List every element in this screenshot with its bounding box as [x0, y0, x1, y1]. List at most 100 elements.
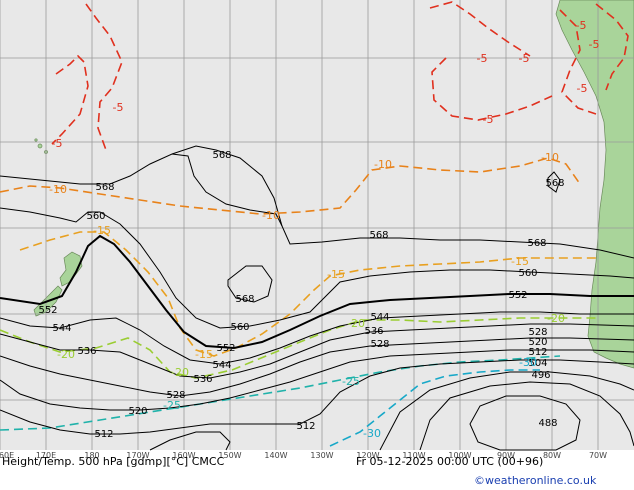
height-contour-labels: 568 568 568 568 568 568 560 560 560 552 … [38, 150, 564, 440]
temp-label: -30 [519, 356, 537, 369]
height-label: 560 [230, 322, 249, 333]
temp-label: -15 [195, 348, 213, 361]
valid-time: Fr 05-12-2025 00:00 UTC (00+96) [356, 455, 544, 468]
longitude-label: 140W [264, 451, 287, 460]
temp-label: -25 [342, 375, 360, 388]
temp-label: -10 [541, 151, 559, 164]
longitude-label: 170W [126, 451, 149, 460]
height-label: 528 [370, 339, 389, 350]
height-label: 512 [296, 421, 315, 432]
longitude-label: 170E [36, 451, 56, 460]
height-contour-536 [0, 323, 634, 379]
temperature-contours [0, 1, 629, 447]
height-label: 488 [538, 418, 557, 429]
height-label: 528 [528, 327, 547, 338]
height-label: 544 [212, 360, 231, 371]
longitude-label: 150W [218, 451, 241, 460]
temp-label: -5 [519, 52, 530, 65]
temp-contour-minus10 [0, 157, 581, 215]
temp-contour-minus20 [0, 317, 600, 379]
temp-contour-minus5 [595, 3, 629, 91]
temp-label: -5 [577, 82, 588, 95]
island-dot [34, 138, 38, 142]
height-contour-512 [0, 359, 634, 435]
height-label: 552 [38, 305, 57, 316]
island-dot [37, 143, 43, 149]
height-label: 496 [531, 370, 550, 381]
temp-label: -25 [163, 399, 181, 412]
height-label: 568 [527, 238, 546, 249]
height-label: 552 [216, 343, 235, 354]
temp-label: -10 [262, 209, 280, 222]
height-contour-496 [419, 381, 634, 451]
height-label: 568 [212, 150, 231, 161]
height-contour-488 [469, 395, 581, 451]
temp-label: -15 [327, 268, 345, 281]
temp-contour-minus5 [51, 54, 89, 145]
temperature-contour-labels: -5 -5 -5 -5 -5 -5 -5 -5 -10 -10 -10 -10 … [49, 19, 599, 440]
temp-label: -5 [589, 38, 600, 51]
temp-contour-minus5 [559, 9, 597, 115]
map-title: Height/Temp. 500 hPa [gdmp][°C] CMCC [2, 455, 225, 468]
height-label: 544 [370, 312, 389, 323]
temp-label: -10 [49, 183, 67, 196]
longitude-label: 70W [589, 451, 607, 460]
temp-label: -20 [57, 348, 75, 361]
height-label: 568 [545, 178, 564, 189]
height-label: 512 [94, 429, 113, 440]
temp-label: -20 [547, 312, 565, 325]
temp-contour-minus25 [0, 355, 561, 431]
longitude-label: 90W [497, 451, 515, 460]
height-contour-568-dome [171, 145, 283, 227]
height-contour-512-low [149, 431, 231, 451]
height-label: 528 [166, 390, 185, 401]
temp-label: -5 [483, 113, 494, 126]
credit-link[interactable]: ©weatheronline.co.uk [474, 474, 597, 487]
longitude-label: 180 [84, 451, 99, 460]
height-contour-528 [0, 337, 634, 397]
temp-contour-minus5 [429, 1, 531, 57]
height-label: 536 [193, 374, 212, 385]
height-label: 544 [52, 323, 71, 334]
longitude-label: 160W [172, 451, 195, 460]
longitude-label: 160E [0, 451, 14, 460]
height-contour-504 [379, 371, 634, 451]
height-contours [0, 145, 634, 451]
temp-contour-minus5 [85, 3, 123, 151]
grid-lines [0, 0, 634, 450]
temp-label: -30 [363, 427, 381, 440]
temp-label: -5 [52, 137, 63, 150]
height-label: 552 [508, 290, 527, 301]
height-label: 536 [364, 326, 383, 337]
longitude-label: 80W [543, 451, 561, 460]
temp-label: -5 [113, 101, 124, 114]
temp-label: -5 [477, 52, 488, 65]
height-label: 536 [77, 346, 96, 357]
height-label: 568 [235, 294, 254, 305]
temp-contour-minus15 [19, 231, 600, 357]
height-contour-568-small [547, 171, 561, 193]
height-label: 560 [86, 211, 105, 222]
temp-label: -15 [93, 224, 111, 237]
height-contour-568 [0, 153, 634, 259]
longitude-label: 100W [448, 451, 471, 460]
longitude-label: 120W [356, 451, 379, 460]
temp-label: -10 [374, 158, 392, 171]
temp-label: -20 [347, 317, 365, 330]
height-label: 520 [528, 337, 547, 348]
ocean-area [0, 0, 634, 450]
longitude-label: 130W [310, 451, 333, 460]
height-contour-560 [0, 207, 634, 329]
longitude-label: 110W [402, 451, 425, 460]
height-label: 504 [528, 358, 547, 369]
temp-label: -15 [511, 255, 529, 268]
height-label: 568 [369, 230, 388, 241]
height-label: 520 [128, 406, 147, 417]
temp-label: -20 [171, 366, 189, 379]
height-label: 560 [518, 268, 537, 279]
height-label: 568 [95, 182, 114, 193]
height-contour-552 [0, 234, 634, 350]
longitude-axis: 160E 170E 180 170W 160W 150W 140W 130W 1… [0, 451, 607, 460]
